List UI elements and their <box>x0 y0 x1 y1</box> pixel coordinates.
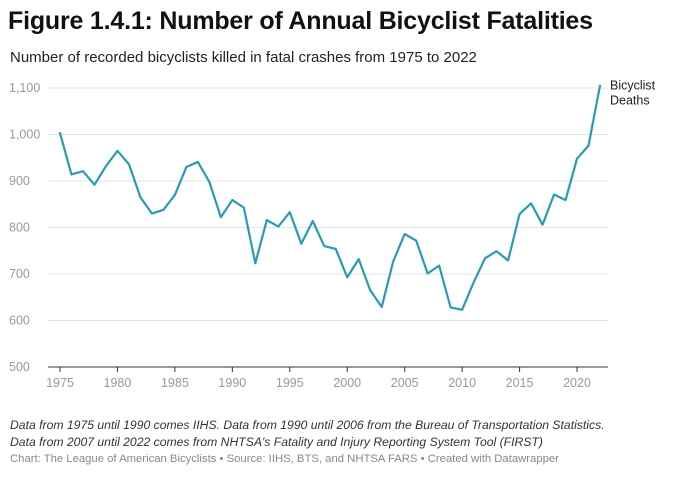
data-point <box>461 309 463 311</box>
data-point <box>208 181 210 183</box>
data-point <box>312 220 314 222</box>
y-tick-label: 800 <box>9 221 30 235</box>
y-tick-label: 900 <box>9 174 30 188</box>
data-point <box>381 306 383 308</box>
x-tick-label: 1975 <box>46 376 74 390</box>
y-tick-label: 500 <box>9 360 30 374</box>
data-point <box>59 132 61 134</box>
data-point <box>231 199 233 201</box>
series-label: Deaths <box>610 94 650 108</box>
x-tick-label: 2000 <box>333 376 361 390</box>
x-tick-label: 1990 <box>218 376 246 390</box>
data-point <box>599 85 601 87</box>
data-point <box>507 259 509 261</box>
data-point <box>335 248 337 250</box>
data-point <box>70 173 72 175</box>
data-point <box>473 281 475 283</box>
data-point <box>495 250 497 252</box>
data-point <box>277 225 279 227</box>
series-lines <box>58 84 602 311</box>
data-point <box>139 196 141 198</box>
data-point <box>576 158 578 160</box>
data-point <box>162 209 164 211</box>
data-point <box>266 219 268 221</box>
data-point <box>346 276 348 278</box>
x-tick-label: 2015 <box>506 376 534 390</box>
data-point <box>415 239 417 241</box>
series-line-bicyclist-deaths <box>58 84 602 311</box>
data-point <box>450 306 452 308</box>
data-point <box>564 199 566 201</box>
data-notes: Data from 1975 until 1990 comes IIHS. Da… <box>10 417 605 451</box>
data-point <box>289 211 291 213</box>
data-point <box>369 289 371 291</box>
note-line-1: Data from 1975 until 1990 comes IIHS. Da… <box>10 418 605 432</box>
data-point <box>254 262 256 264</box>
y-tick-label: 600 <box>9 314 30 328</box>
data-point <box>174 194 176 196</box>
gridlines <box>48 87 608 321</box>
x-tick-label: 1985 <box>161 376 189 390</box>
data-point <box>243 206 245 208</box>
series-label: Bicyclist <box>610 79 656 93</box>
data-point <box>392 260 394 262</box>
data-point <box>518 213 520 215</box>
y-axis-tick-labels: 500 600 700 800 900 1,000 1,100 <box>9 81 40 374</box>
data-point <box>438 265 440 267</box>
data-point <box>484 257 486 259</box>
x-axis: 1975 1980 1985 1990 1995 2000 2005 2010 2015 2020 <box>46 366 608 390</box>
note-line-2: Data from 2007 until 2022 comes from NHT… <box>10 435 543 449</box>
data-point <box>427 272 429 274</box>
source-credit: Chart: The League of American Bicyclists… <box>10 453 559 465</box>
x-tick-label: 2020 <box>563 376 591 390</box>
x-tick-label: 1995 <box>276 376 304 390</box>
data-point <box>185 166 187 168</box>
data-point <box>151 212 153 214</box>
x-tick-label: 2005 <box>391 376 419 390</box>
data-point <box>530 202 532 204</box>
data-point <box>323 245 325 247</box>
y-tick-label: 1,100 <box>9 81 40 95</box>
chart-title: Figure 1.4.1: Number of Annual Bicyclist… <box>8 7 593 35</box>
data-point <box>197 161 199 163</box>
data-point <box>82 170 84 172</box>
data-point <box>128 163 130 165</box>
data-point <box>93 184 95 186</box>
data-point <box>553 193 555 195</box>
y-tick-label: 1,000 <box>9 128 40 142</box>
chart-subtitle: Number of recorded bicyclists killed in … <box>10 49 477 66</box>
data-point <box>358 258 360 260</box>
data-point <box>587 145 589 147</box>
data-point <box>220 216 222 218</box>
data-point <box>116 150 118 152</box>
x-tick-label: 1980 <box>104 376 132 390</box>
data-point <box>300 243 302 245</box>
data-point <box>541 224 543 226</box>
y-tick-label: 700 <box>9 267 30 281</box>
data-point <box>105 165 107 167</box>
data-point <box>404 233 406 235</box>
x-tick-label: 2010 <box>448 376 476 390</box>
